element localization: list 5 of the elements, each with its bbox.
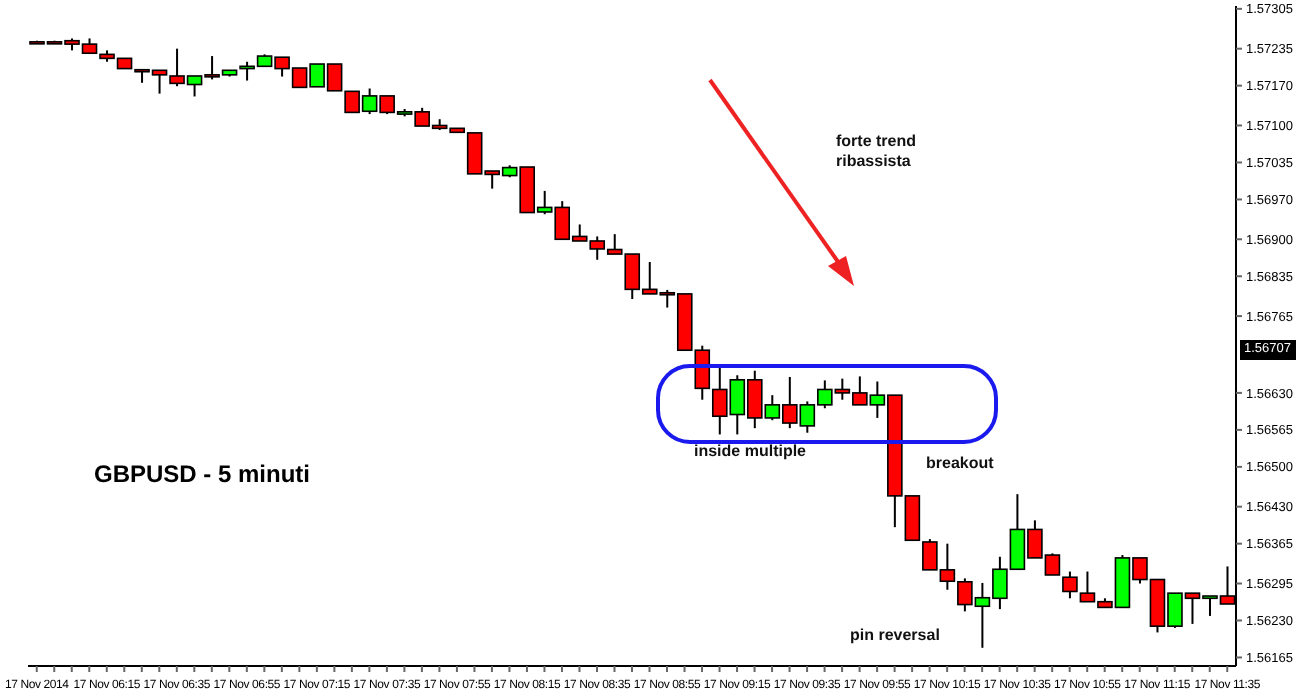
annotation: forte trend ribassista xyxy=(836,132,918,172)
annotation: pin reversal xyxy=(850,626,940,646)
annotation: breakout xyxy=(926,454,994,474)
annotation: inside multiple xyxy=(694,442,807,462)
text: GBPUSD - 5 minuti xyxy=(94,460,311,488)
